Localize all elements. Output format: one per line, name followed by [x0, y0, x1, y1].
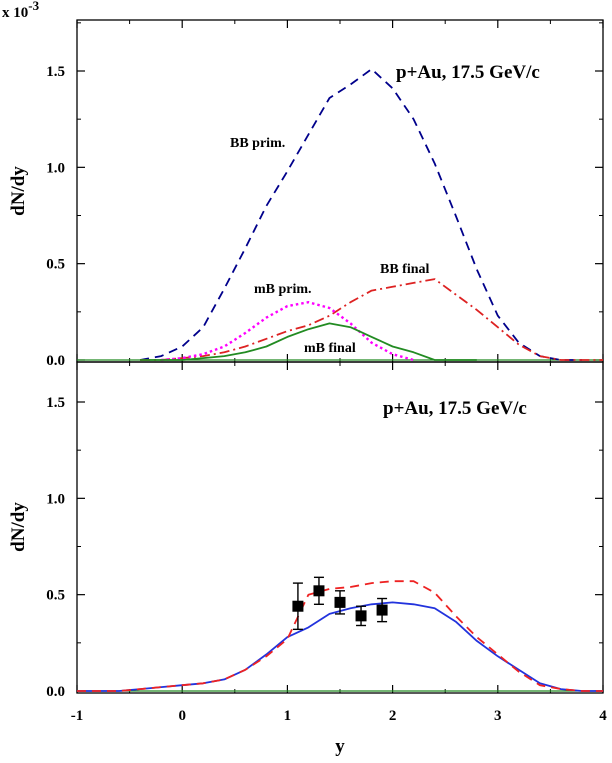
x-tick-label: 3 — [494, 708, 502, 724]
point-marker — [334, 596, 346, 608]
y-scale-exponent: -3 — [28, 0, 39, 13]
series-line-0 — [77, 601, 603, 692]
bottom-y-ticks: 0.0 0.5 1.0 1.5 — [46, 395, 603, 700]
x-tick-label: 4 — [599, 708, 607, 724]
bottom-x-ticks: -1 0 1 2 3 4 — [71, 362, 607, 724]
top-series-group — [77, 68, 603, 362]
y-scale-base: x 10 — [2, 5, 28, 21]
data-point — [292, 582, 304, 631]
data-point — [355, 605, 367, 627]
annotation-bb-final: BB final — [380, 262, 430, 277]
top-y-axis-label: dN/dy — [8, 166, 29, 216]
y-tick-label: 1.5 — [46, 395, 65, 411]
top-y-ticks: 0.0 0.5 1.0 1.5 — [46, 22, 603, 369]
x-tick-label: -1 — [71, 708, 84, 724]
x-tick-label: 0 — [178, 708, 186, 724]
point-marker — [313, 585, 325, 597]
y-scale-factor: x 10-3 — [2, 0, 40, 21]
data-point — [313, 576, 325, 605]
data-point — [334, 590, 346, 615]
x-tick-label: 1 — [284, 708, 292, 724]
series-line-1 — [140, 278, 603, 361]
top-panel: 0.0 0.5 1.0 1.5 p+Au, 17.5 GeV/c dN/dy x 10… — [2, 0, 604, 369]
bottom-data-points — [292, 576, 388, 631]
annotation-mb-prim: mB prim. — [254, 282, 312, 297]
y-tick-label: 0.5 — [46, 588, 65, 604]
data-point — [376, 597, 388, 623]
y-tick-label: 1.0 — [46, 160, 65, 176]
annotation-bb-prim: BB prim. — [230, 136, 285, 151]
bottom-y-axis-label: dN/dy — [8, 502, 29, 552]
y-tick-label: 1.5 — [46, 64, 65, 80]
x-axis-label: y — [335, 736, 345, 757]
bottom-panel-title: p+Au, 17.5 GeV/c — [383, 398, 527, 419]
y-tick-label: 0.0 — [46, 684, 65, 700]
bottom-series-group — [77, 580, 603, 692]
x-tick-label: 2 — [389, 708, 397, 724]
series-line-2 — [161, 301, 414, 362]
series-line-1 — [77, 580, 603, 692]
annotation-mb-final: mB final — [304, 341, 356, 356]
bottom-panel: 0.0 0.5 1.0 1.5 -1 0 1 2 3 4 p+Au, 17.5 GeV/c dN… — [8, 361, 607, 757]
y-tick-label: 0.5 — [46, 257, 65, 273]
top-panel-title: p+Au, 17.5 GeV/c — [396, 62, 540, 83]
y-tick-label: 0.0 — [46, 353, 65, 369]
y-tick-label: 1.0 — [46, 491, 65, 507]
series-line-3 — [140, 322, 477, 361]
point-marker — [355, 610, 367, 622]
point-marker — [376, 604, 388, 616]
series-line-0 — [139, 68, 582, 361]
point-marker — [292, 600, 304, 612]
